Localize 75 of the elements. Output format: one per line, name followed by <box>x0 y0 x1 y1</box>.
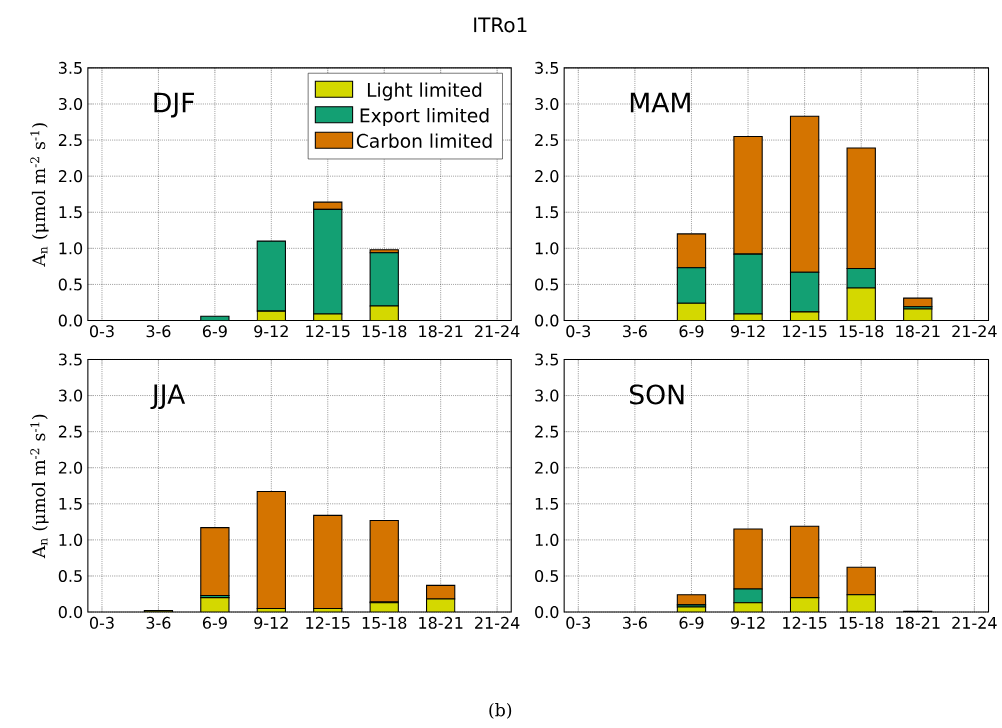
x-tick-label: 15-18 <box>362 616 407 629</box>
x-tick-label: 21-24 <box>475 325 520 338</box>
y-tick-label: 2.0 <box>535 170 559 183</box>
x-tick-label: 21-24 <box>475 616 520 629</box>
x-tick-label: 18-21 <box>896 325 940 338</box>
x-tick-label: 0-3 <box>566 325 591 338</box>
x-tick-label: 18-21 <box>419 616 463 629</box>
y-tick-label: 3.5 <box>535 61 559 74</box>
y-tick-label: 3.5 <box>58 61 82 74</box>
y-tick-label: 3.0 <box>535 389 559 402</box>
x-tick-label: 6-9 <box>202 325 227 338</box>
x-tick-label: 0-3 <box>89 616 114 629</box>
text: SON <box>630 384 684 405</box>
y-tick-label: 1.0 <box>59 242 83 255</box>
y-tick-label: 2.0 <box>58 461 83 474</box>
x-tick-label: 12-15 <box>783 325 827 338</box>
x-tick-label: 3-6 <box>623 325 647 338</box>
x-tick-label: 6-9 <box>202 616 227 629</box>
x-tick-label: 9-12 <box>730 325 765 338</box>
y-tick-label: 3.0 <box>58 389 83 402</box>
x-tick-label: 15-18 <box>362 325 407 338</box>
legend-label: Export limited <box>360 108 489 127</box>
y-tick-label: 0.0 <box>535 606 559 619</box>
x-tick-label: 6-9 <box>679 325 704 338</box>
x-tick-label: 21-24 <box>952 616 997 629</box>
y-tick-label: 3.5 <box>58 353 82 366</box>
x-tick-label: 0-3 <box>566 616 591 629</box>
x-tick-label: 12-15 <box>306 325 350 338</box>
y-tick-label: 1.5 <box>59 206 82 219</box>
y-tick-label: 2.5 <box>58 134 82 147</box>
x-tick-label: 15-18 <box>839 325 884 338</box>
y-axis-title: A$_{n}$ (μmol m$^{-2}$ s$^{-1}$) <box>30 414 49 559</box>
text: JJA <box>150 384 186 410</box>
legend-label: Carbon limited <box>356 133 492 148</box>
x-tick-label: 15-18 <box>839 616 884 629</box>
y-tick-label: 0.5 <box>535 278 559 291</box>
y-tick-label: 1.5 <box>535 497 559 510</box>
legend-label: Light limited <box>367 82 482 101</box>
y-tick-label: 2.5 <box>58 425 82 438</box>
y-axis-title: A$_{n}$ (μmol m$^{-2}$ s$^{-1}$) <box>30 123 49 267</box>
x-tick-label: 18-21 <box>896 616 940 629</box>
x-tick-label: 9-12 <box>254 616 288 629</box>
y-tick-label: 1.5 <box>535 206 559 219</box>
y-tick-label: 0.0 <box>58 606 83 619</box>
text: ITRo1 <box>474 17 527 33</box>
y-tick-label: 2.5 <box>535 425 559 438</box>
text: MAM <box>630 92 690 113</box>
y-tick-label: 0.5 <box>535 569 559 583</box>
x-tick-label: 3-6 <box>146 325 171 338</box>
y-tick-label: 3.0 <box>535 97 559 111</box>
text: (b) <box>489 703 512 719</box>
x-tick-label: 18-21 <box>419 325 463 338</box>
y-tick-label: 1.0 <box>535 242 559 255</box>
y-tick-label: 2.0 <box>535 461 559 474</box>
x-tick-label: 12-15 <box>306 616 350 629</box>
y-tick-label: 3.5 <box>535 353 559 366</box>
y-tick-label: 0.5 <box>58 569 82 583</box>
x-tick-label: 21-24 <box>952 325 997 338</box>
y-tick-label: 0.5 <box>58 278 82 291</box>
x-tick-label: 3-6 <box>146 616 171 629</box>
x-tick-label: 3-6 <box>623 616 647 629</box>
y-tick-label: 0.0 <box>58 314 83 327</box>
y-tick-label: 1.0 <box>535 533 559 546</box>
y-tick-label: 1.0 <box>59 533 83 546</box>
y-tick-label: 3.0 <box>58 97 83 111</box>
y-tick-label: 2.5 <box>535 134 559 147</box>
text: DJF <box>154 92 194 118</box>
x-tick-label: 12-15 <box>783 616 827 629</box>
y-tick-label: 0.0 <box>535 314 559 327</box>
y-tick-label: 2.0 <box>58 170 83 183</box>
y-tick-label: 1.5 <box>59 497 82 510</box>
x-tick-label: 9-12 <box>254 325 288 338</box>
x-tick-label: 0-3 <box>89 325 114 338</box>
x-tick-label: 6-9 <box>679 616 704 629</box>
x-tick-label: 9-12 <box>730 616 765 629</box>
